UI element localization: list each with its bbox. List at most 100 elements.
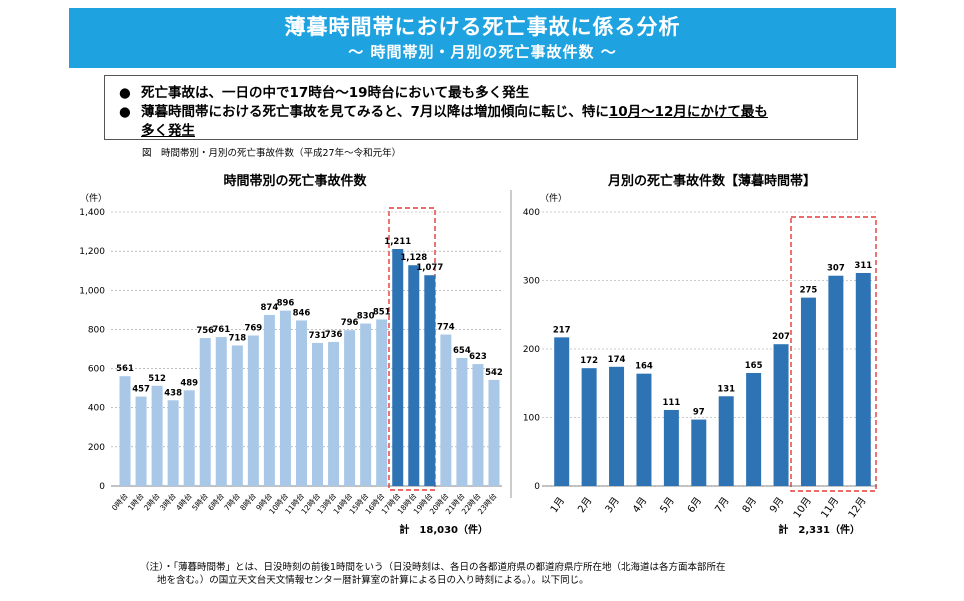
chart2-y-unit: （件） (540, 192, 567, 204)
bullet-1-bold: 17時台～19時台 (289, 85, 395, 101)
chart1-bar (488, 379, 500, 486)
chart1-value-label: 846 (293, 308, 311, 318)
chart1-value-label: 623 (469, 352, 487, 362)
bullet-2-line2: 多く発生 (141, 123, 195, 139)
title-banner: 薄暮時間帯における死亡事故に係る分析 ～ 時間帯別・月別の死亡事故件数 ～ (69, 8, 896, 68)
chart1-y-tick-label: 1,400 (79, 208, 105, 218)
chart2-value-label: 207 (772, 332, 790, 342)
chart2-bar (746, 372, 762, 486)
chart2-bar (773, 344, 789, 486)
chart1-value-label: 756 (196, 326, 214, 336)
chart1-bar (472, 364, 484, 486)
chart2-value-label: 275 (800, 286, 818, 296)
chart1-bar (199, 338, 211, 486)
chart1-y-tick-label: 1,200 (79, 247, 105, 257)
bullet-1: ● 死亡事故は、一日の中で17時台～19時台において最も多く発生 (119, 81, 529, 101)
chart2-bar (581, 368, 597, 486)
bullet-1-pre: 死亡事故は、一日の中で (141, 85, 290, 101)
page-subtitle: ～ 時間帯別・月別の死亡事故件数 ～ (348, 43, 617, 61)
chart2-bar (828, 275, 844, 486)
chart2-bar (800, 297, 816, 486)
chart1-value-label: 731 (309, 331, 327, 341)
summary-box: ● 死亡事故は、一日の中で17時台～19時台において最も多く発生 ● 薄暮時間帯にお… (104, 75, 858, 140)
chart2-bar (855, 272, 871, 486)
chart1-bar (424, 275, 436, 486)
chart1-bar (360, 323, 372, 486)
chart1-total-label: 計 18,030（件） (399, 523, 488, 536)
chart1-value-label: 774 (437, 323, 455, 333)
chart2-y-tick-label: 400 (523, 208, 540, 218)
footnote: （注）・「薄暮時間帯」とは、日没時刻の前後1時間をいう（日没時刻は、各日の各都道… (140, 561, 820, 587)
chart2-category-label: 3月 (603, 495, 622, 515)
chart1-bar (392, 248, 404, 486)
chart1-value-label: 796 (341, 318, 359, 328)
chart1-bar (263, 314, 275, 486)
chart1-bar (312, 342, 324, 486)
chart2-total-label: 計 2,331（件） (778, 523, 860, 536)
chart1-bar (440, 334, 452, 486)
chart1-category-label: 2時台 (141, 491, 161, 513)
chart2-bar (554, 337, 570, 486)
bullet-2: ● 薄暮時間帯における死亡事故を見てみると、7月以降は増加傾向に転じ、特に10月～… (119, 100, 768, 120)
chart1-value-label: 874 (261, 303, 279, 313)
chart1-y-tick-label: 800 (88, 325, 105, 335)
chart2-y-tick-label: 0 (534, 482, 540, 492)
chart2-bar (718, 396, 734, 486)
chart2-value-label: 311 (854, 261, 872, 271)
chart1-category-label: 0時台 (109, 491, 129, 513)
footnote-line-2: 地を含む。）の国立天文台天文情報センター暦計算室の計算による日の入り時刻による。… (157, 575, 589, 586)
chart1-category-label: 1時台 (125, 491, 145, 513)
chart1-title: 時間帯別の死亡事故件数 (223, 173, 367, 189)
chart1-bar (183, 390, 195, 486)
chart1-value-label: 654 (453, 346, 471, 356)
chart1-bar (279, 310, 291, 486)
chart1-value-label: 761 (212, 325, 230, 335)
chart2-y-tick-label: 300 (523, 277, 540, 287)
page-title: 薄暮時間帯における死亡事故に係る分析 (284, 15, 681, 39)
chart2-y-tick-label: 200 (523, 345, 540, 355)
chart1-value-label: 561 (116, 364, 134, 374)
figure-caption: 図 時間帯別・月別の死亡事故件数（平成27年～令和元年） (142, 148, 402, 159)
chart2-category-label: 11月 (818, 495, 841, 521)
bullet-2-underline: 10月～12月にかけて最も (608, 104, 768, 120)
chart2-value-label: 97 (693, 408, 705, 418)
chart1-value-label: 1,077 (416, 263, 443, 273)
chart2-bar (636, 373, 652, 486)
chart2-value-label: 172 (580, 356, 598, 366)
chart2-bar (691, 419, 707, 486)
chart1-value-label: 489 (180, 378, 198, 388)
bullet-dot-icon: ● (119, 104, 131, 120)
chart2-category-label: 4月 (630, 495, 649, 515)
chart2-bar (609, 366, 625, 486)
chart2-category-label: 5月 (658, 495, 677, 515)
chart1-y-tick-label: 400 (88, 404, 105, 414)
chart2-category-label: 10月 (791, 495, 814, 521)
chart1-value-label: 457 (132, 385, 150, 395)
chart1-bar (376, 319, 388, 486)
chart1-bar (231, 345, 243, 486)
chart1-bar (456, 358, 468, 486)
bullet-2-pre: 薄暮時間帯における死亡事故を見てみると、7月以降は増加傾向に転じ、特に (141, 104, 609, 120)
chart1-bar (344, 330, 356, 486)
chart2-value-label: 165 (745, 361, 763, 371)
chart1-category-label: 8時台 (238, 491, 258, 513)
chart1-bar (295, 320, 307, 486)
chart1-category-label: 4時台 (173, 491, 193, 513)
chart2-title: 月別の死亡事故件数【薄暮時間帯】 (607, 173, 816, 189)
chart2-bar (663, 409, 679, 486)
chart2-value-label: 217 (553, 325, 571, 335)
chart2-category-label: 9月 (767, 495, 786, 515)
chart2-category-label: 2月 (575, 495, 594, 515)
chart2-value-label: 307 (827, 264, 845, 274)
chart1-category-label: 6時台 (205, 491, 225, 513)
bullet-dot-icon: ● (119, 85, 131, 101)
chart1-bar (215, 337, 227, 486)
chart2-value-label: 131 (717, 384, 735, 394)
chart1-value-label: 512 (148, 374, 166, 384)
chart1-category-label: 5時台 (189, 491, 209, 513)
chart1-value-label: 438 (164, 388, 182, 398)
chart1-y-tick-label: 0 (99, 482, 105, 492)
chart1-bar (119, 376, 131, 486)
chart1-bar (151, 385, 163, 486)
chart1-category-label: 3時台 (157, 491, 177, 513)
